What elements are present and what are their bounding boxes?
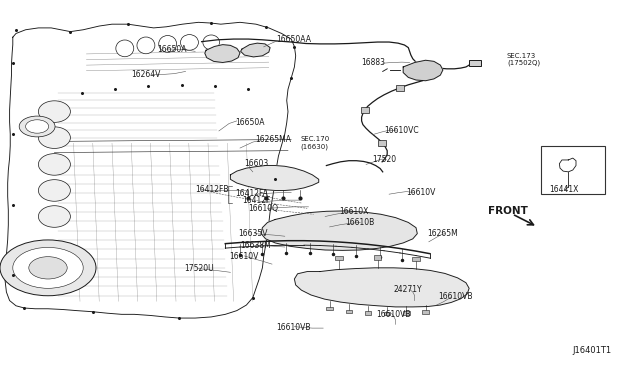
Text: 16265MA: 16265MA bbox=[255, 135, 291, 144]
Bar bbox=[422, 310, 429, 314]
Ellipse shape bbox=[38, 127, 70, 148]
Text: 16412FA: 16412FA bbox=[236, 189, 268, 198]
Text: SEC.170
(16630): SEC.170 (16630) bbox=[301, 137, 330, 150]
Ellipse shape bbox=[38, 206, 70, 227]
Text: 17520U: 17520U bbox=[184, 264, 214, 273]
Text: 16610Q: 16610Q bbox=[248, 204, 278, 213]
Polygon shape bbox=[230, 166, 319, 190]
Ellipse shape bbox=[38, 154, 70, 175]
Ellipse shape bbox=[38, 101, 70, 122]
Text: 16264V: 16264V bbox=[131, 70, 161, 79]
Text: 24271Y: 24271Y bbox=[394, 285, 422, 294]
Text: 16610X: 16610X bbox=[339, 207, 369, 216]
Bar bbox=[326, 307, 333, 310]
Text: 16265M: 16265M bbox=[428, 229, 458, 238]
Text: J16401T1: J16401T1 bbox=[573, 346, 612, 355]
Text: 16650AA: 16650AA bbox=[276, 35, 312, 44]
Bar bbox=[365, 311, 371, 315]
Bar bbox=[403, 311, 410, 315]
Polygon shape bbox=[205, 45, 240, 62]
Text: 16610VB: 16610VB bbox=[438, 292, 473, 301]
Text: 16610VC: 16610VC bbox=[384, 126, 419, 135]
Bar bbox=[374, 255, 381, 260]
Text: 16650A: 16650A bbox=[157, 45, 186, 54]
Circle shape bbox=[13, 247, 83, 288]
Text: 16412F: 16412F bbox=[242, 196, 270, 205]
Text: 16412FB: 16412FB bbox=[195, 185, 228, 194]
Polygon shape bbox=[403, 60, 443, 81]
Bar bbox=[412, 257, 420, 261]
Ellipse shape bbox=[116, 40, 134, 57]
Bar bbox=[384, 312, 390, 315]
Text: 16883: 16883 bbox=[362, 58, 385, 67]
Text: 16610V: 16610V bbox=[406, 188, 436, 197]
Bar bbox=[396, 85, 404, 91]
Polygon shape bbox=[261, 211, 417, 250]
Text: 16638M: 16638M bbox=[240, 241, 271, 250]
Bar bbox=[361, 107, 369, 113]
Text: FRONT: FRONT bbox=[488, 206, 527, 216]
Polygon shape bbox=[294, 268, 469, 307]
Ellipse shape bbox=[203, 35, 220, 50]
Text: SEC.173
(17502Q): SEC.173 (17502Q) bbox=[507, 53, 540, 66]
Bar bbox=[378, 140, 386, 146]
Circle shape bbox=[0, 240, 96, 296]
Bar bbox=[346, 310, 352, 313]
Ellipse shape bbox=[159, 35, 177, 52]
Text: 16650A: 16650A bbox=[236, 118, 265, 126]
Circle shape bbox=[19, 116, 55, 137]
Ellipse shape bbox=[180, 35, 198, 50]
Bar bbox=[541, 146, 605, 194]
Text: 17520: 17520 bbox=[372, 155, 397, 164]
Bar bbox=[335, 256, 343, 260]
Ellipse shape bbox=[137, 37, 155, 54]
Text: 16603: 16603 bbox=[244, 159, 269, 168]
Polygon shape bbox=[241, 43, 270, 57]
Text: 16610B: 16610B bbox=[346, 218, 375, 227]
Circle shape bbox=[26, 120, 49, 133]
Text: 16610VB: 16610VB bbox=[376, 310, 411, 319]
Ellipse shape bbox=[38, 180, 70, 201]
Bar bbox=[469, 60, 481, 66]
Text: 16441X: 16441X bbox=[549, 185, 579, 194]
Circle shape bbox=[29, 257, 67, 279]
Text: 16635V: 16635V bbox=[238, 229, 268, 238]
Text: 16610V: 16610V bbox=[229, 252, 259, 261]
Text: 16610VB: 16610VB bbox=[276, 323, 311, 332]
